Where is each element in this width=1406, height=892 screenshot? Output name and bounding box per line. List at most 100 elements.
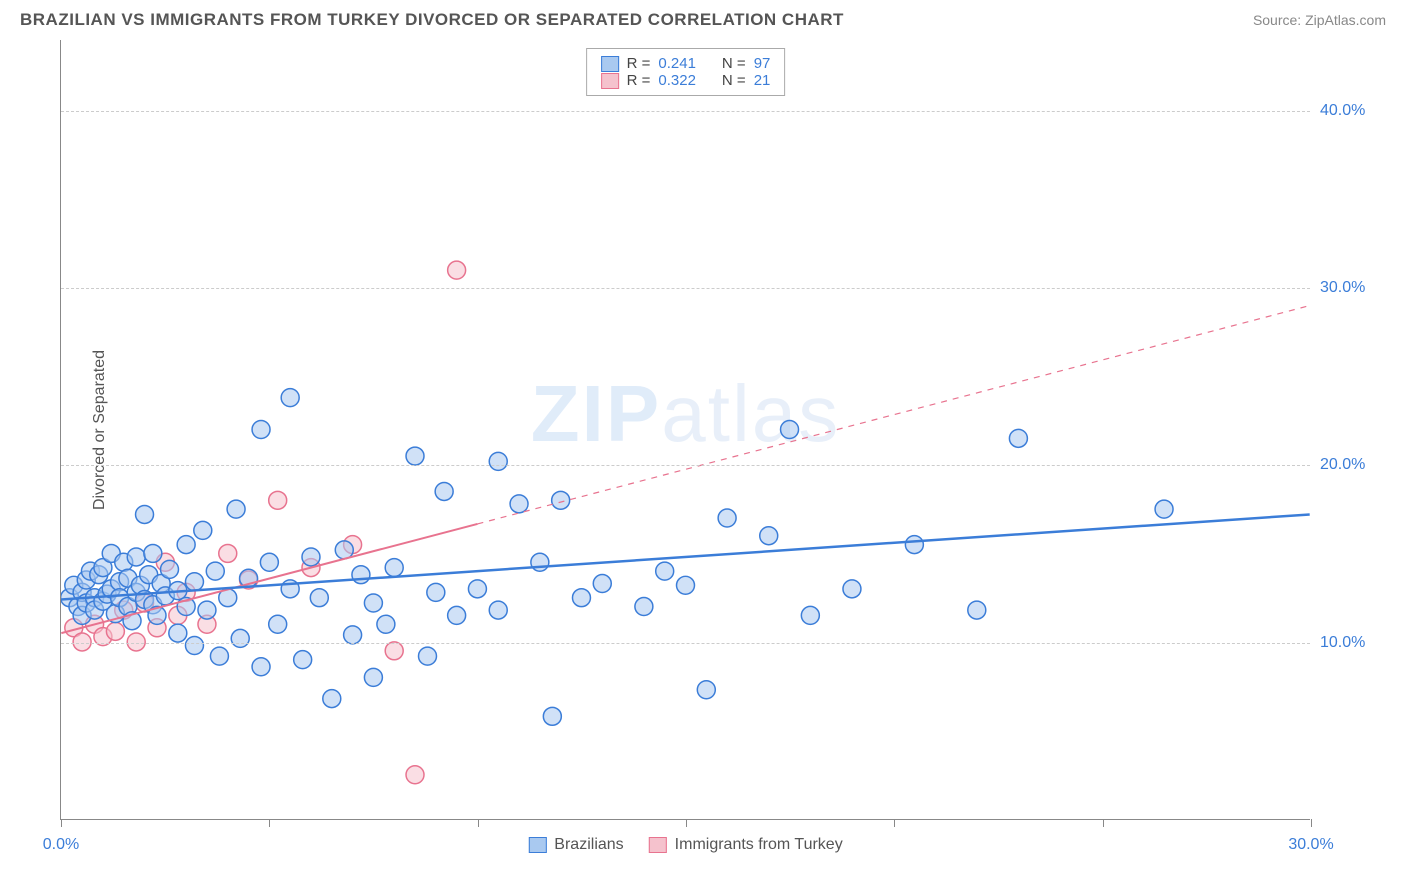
data-point (136, 594, 154, 612)
data-point (177, 598, 195, 616)
data-point (61, 589, 79, 607)
data-point (115, 601, 133, 619)
x-tick-label: 0.0% (43, 836, 79, 854)
data-point (240, 569, 258, 587)
legend-correlation: R = 0.241 N = 97 R = 0.322 N = 21 (586, 48, 786, 96)
data-point (169, 606, 187, 624)
data-point (127, 548, 145, 566)
data-point (219, 589, 237, 607)
data-point (543, 707, 561, 725)
trend-line (61, 514, 1309, 599)
data-point (552, 491, 570, 509)
y-tick-label: 40.0% (1320, 102, 1380, 120)
r-label: R = (627, 72, 651, 89)
legend-item-pink: Immigrants from Turkey (649, 836, 843, 854)
swatch-pink-icon (649, 837, 667, 853)
data-point (435, 482, 453, 500)
legend-series: Brazilians Immigrants from Turkey (528, 836, 842, 854)
chart-header: BRAZILIAN VS IMMIGRANTS FROM TURKEY DIVO… (0, 0, 1406, 35)
data-point (140, 566, 158, 584)
data-point (335, 541, 353, 559)
data-point (364, 594, 382, 612)
legend-item-blue: Brazilians (528, 836, 623, 854)
data-point (489, 452, 507, 470)
data-point (489, 601, 507, 619)
x-tick (1103, 819, 1104, 827)
x-tick (478, 819, 479, 827)
data-point (697, 681, 715, 699)
trend-line-solid (61, 524, 477, 633)
data-point (377, 615, 395, 633)
data-point (106, 605, 124, 623)
data-point (119, 569, 137, 587)
swatch-blue-icon (601, 56, 619, 72)
data-point (269, 491, 287, 509)
watermark: ZIPatlas (531, 368, 840, 460)
chart-title: BRAZILIAN VS IMMIGRANTS FROM TURKEY DIVO… (20, 10, 844, 30)
data-point (156, 587, 174, 605)
r-label: R = (627, 55, 651, 72)
gridline (61, 288, 1310, 289)
data-point (219, 544, 237, 562)
data-point (760, 527, 778, 545)
data-point (194, 521, 212, 539)
x-tick (1311, 819, 1312, 827)
data-point (1155, 500, 1173, 518)
data-point (115, 553, 133, 571)
data-point (65, 576, 83, 594)
data-point (531, 553, 549, 571)
legend-label-pink: Immigrants from Turkey (675, 836, 843, 854)
data-point (73, 583, 91, 601)
data-point (419, 647, 437, 665)
n-label: N = (722, 55, 746, 72)
data-point (385, 642, 403, 660)
swatch-pink-icon (601, 73, 619, 89)
data-point (152, 575, 170, 593)
r-value-blue: 0.241 (658, 55, 696, 72)
data-point (123, 612, 141, 630)
data-point (905, 536, 923, 554)
x-tick (894, 819, 895, 827)
data-point (81, 562, 99, 580)
data-point (210, 647, 228, 665)
data-point (510, 495, 528, 513)
legend-correlation-row-pink: R = 0.322 N = 21 (601, 72, 771, 89)
data-point (94, 559, 112, 577)
data-point (406, 447, 424, 465)
plot-area: ZIPatlas R = 0.241 N = 97 R = 0.322 N = … (60, 40, 1310, 820)
data-point (240, 571, 258, 589)
data-point (718, 509, 736, 527)
data-point (227, 500, 245, 518)
data-point (468, 580, 486, 598)
trend-line-dashed (477, 306, 1309, 524)
data-point (169, 624, 187, 642)
data-point (136, 590, 154, 608)
n-value-pink: 21 (754, 72, 771, 89)
data-point (119, 598, 137, 616)
data-point (148, 606, 166, 624)
data-point (344, 626, 362, 644)
data-point (385, 559, 403, 577)
data-point (260, 553, 278, 571)
data-point (177, 536, 195, 554)
data-point (302, 559, 320, 577)
data-point (69, 598, 87, 616)
data-point (86, 589, 104, 607)
data-point (177, 583, 195, 601)
x-tick-label: 30.0% (1288, 836, 1333, 854)
data-point (102, 544, 120, 562)
data-point (111, 589, 129, 607)
data-point (169, 582, 187, 600)
data-point (1009, 429, 1027, 447)
data-point (302, 548, 320, 566)
x-tick (61, 819, 62, 827)
n-label: N = (722, 72, 746, 89)
data-point (310, 589, 328, 607)
data-point (406, 766, 424, 784)
data-point (344, 536, 362, 554)
data-point (185, 637, 203, 655)
x-tick (269, 819, 270, 827)
data-point (144, 544, 162, 562)
x-tick (686, 819, 687, 827)
data-point (111, 573, 129, 591)
